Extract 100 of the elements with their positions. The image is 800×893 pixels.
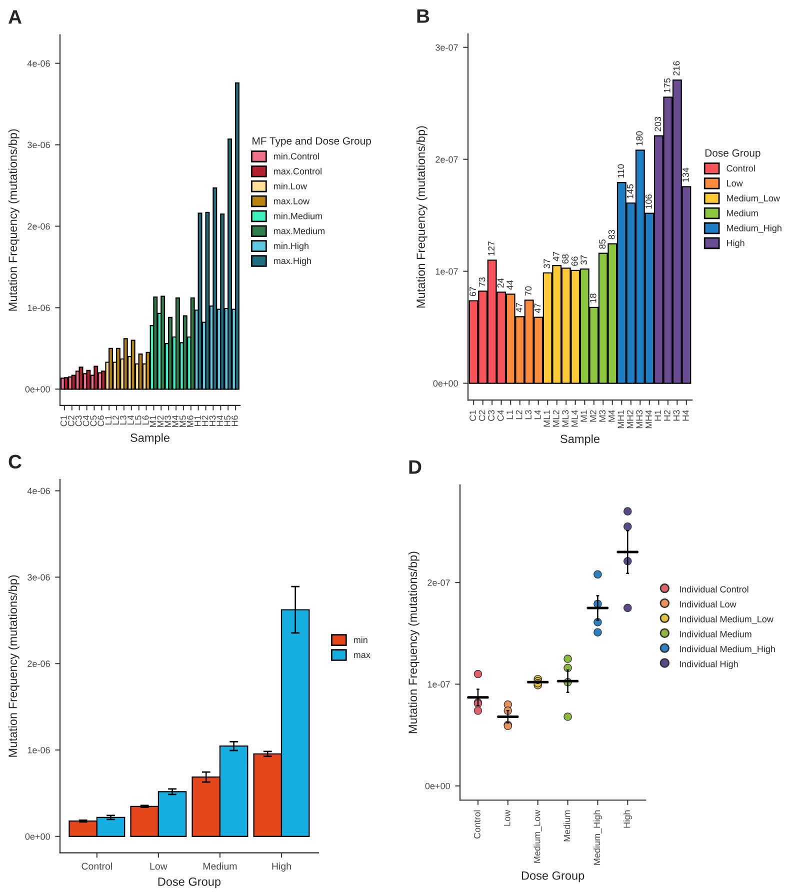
x-tick-label: H2 <box>664 410 670 421</box>
y-axis-title: Mutation Frequency (mutations/bp) <box>416 126 428 308</box>
annotation: 24 <box>497 278 504 288</box>
x-tick-label: MH1 <box>618 410 624 428</box>
annotation: 67 <box>470 286 476 296</box>
annotation: 37 <box>544 259 550 268</box>
x-tick-label: High <box>272 862 291 872</box>
annotation: 175 <box>664 78 670 92</box>
x-tick-label: H6 <box>232 416 238 426</box>
chart-title: C <box>8 454 22 469</box>
y-tick-label: 2e-07 <box>428 579 450 586</box>
y-tick-label: 0e+00 <box>425 782 450 790</box>
x-tick-label: C2 <box>68 416 74 426</box>
legend-label: Medium_Low <box>727 194 780 204</box>
x-tick-label: ML2 <box>552 410 560 427</box>
annotation: 145 <box>627 184 634 198</box>
annotation: 83 <box>608 230 615 240</box>
annotation: 44 <box>506 280 513 290</box>
x-tick-label: L6 <box>142 416 149 424</box>
legend-label: Low <box>727 180 743 186</box>
legend-label: max.Medium <box>274 228 324 234</box>
x-tick-label: C2 <box>478 410 486 421</box>
x-tick-label: M1 <box>150 416 156 427</box>
x-tick-label: H5 <box>224 416 231 426</box>
legend-label: Medium_High <box>727 224 782 234</box>
legend-title: MF Type and Dose Group <box>252 136 371 147</box>
x-tick-label: ML4 <box>571 410 578 427</box>
y-tick-label: 1e-07 <box>428 681 450 688</box>
x-tick-label: MH4 <box>646 410 652 428</box>
x-tick-label: C1 <box>470 410 476 421</box>
x-tick-label: Control <box>474 810 480 838</box>
annotation: 180 <box>636 131 643 146</box>
legend-label: min.High <box>274 242 308 251</box>
x-axis-title: Sample <box>130 433 170 444</box>
legend-label: min.Low <box>274 182 308 190</box>
y-axis-title: Mutation Frequency (mutations/bp) <box>8 575 20 757</box>
x-tick-label: ML3 <box>562 410 569 427</box>
x-tick-label: C1 <box>60 416 67 426</box>
y-tick-label: 4e-06 <box>27 488 50 494</box>
x-tick-label: H4 <box>216 415 223 426</box>
y-axis-title: Mutation Frequency (mutations/bp) <box>8 129 20 311</box>
legend-label: min.Control <box>274 152 319 160</box>
x-tick-label: Medium_High <box>593 810 602 865</box>
x-tick-label: Low <box>504 810 510 826</box>
legend-label: Control <box>726 164 755 172</box>
y-tick-label: 0e+00 <box>25 833 50 840</box>
x-tick-label: L3 <box>525 410 532 420</box>
legend-label: min <box>354 636 368 644</box>
annotation: 134 <box>682 168 689 182</box>
x-tick-label: H3 <box>209 416 216 426</box>
x-axis-title: Dose Group <box>158 877 221 888</box>
y-tick-label: 3e-07 <box>436 44 458 51</box>
annotation: 73 <box>478 277 486 287</box>
chart-title: B <box>417 9 430 23</box>
x-tick-label: H4 <box>682 410 689 421</box>
legend-label: Individual Medium_High <box>680 646 775 654</box>
annotation: 127 <box>488 241 494 256</box>
x-tick-label: ML1 <box>544 410 550 427</box>
x-tick-label: Control <box>82 862 112 870</box>
x-tick-label: H2 <box>202 416 208 426</box>
x-tick-label: MH3 <box>636 410 643 428</box>
annotation: 85 <box>599 239 606 249</box>
x-tick-label: M2 <box>157 416 164 427</box>
legend-label: Medium <box>727 210 758 216</box>
x-tick-label: C4 <box>82 415 90 426</box>
annotation: 106 <box>645 194 652 208</box>
x-axis-title: Dose Group <box>522 871 584 882</box>
legend-label: Individual Low <box>680 600 736 608</box>
x-tick-label: High <box>623 810 632 828</box>
y-tick-label: 3e-06 <box>28 574 50 581</box>
x-tick-label: C6 <box>98 416 104 426</box>
annotation: 216 <box>673 61 680 76</box>
x-tick-label: C5 <box>90 416 97 426</box>
y-tick-label: 3e-06 <box>28 142 50 148</box>
annotation: 37 <box>580 255 588 265</box>
x-tick-label: MH2 <box>626 410 634 428</box>
x-tick-label: L1 <box>105 416 112 424</box>
x-tick-label: Medium <box>564 810 570 842</box>
x-tick-label: Low <box>150 862 168 870</box>
y-tick-label: 2e-06 <box>28 223 50 230</box>
annotation: 203 <box>654 116 662 132</box>
x-tick-label: Medium <box>203 862 237 870</box>
y-tick-label: 0e+00 <box>433 380 458 387</box>
x-tick-label: C4 <box>497 410 504 421</box>
x-tick-label: M2 <box>590 410 596 422</box>
annotation: 47 <box>552 252 560 262</box>
x-tick-label: M3 <box>599 410 606 422</box>
chart-title: D <box>409 460 422 474</box>
y-tick-label: 2e-06 <box>28 660 50 667</box>
x-tick-label: L2 <box>516 410 522 420</box>
x-tick-label: M6 <box>186 416 194 427</box>
annotation: 18 <box>590 294 596 303</box>
x-tick-label: C3 <box>75 416 82 426</box>
legend-label: max.Low <box>274 198 310 204</box>
annotation: 68 <box>562 254 569 264</box>
y-axis-title: Mutation Frequency (mutations/bp) <box>408 552 420 734</box>
x-tick-label: C3 <box>488 410 494 421</box>
legend-label: Individual Control <box>680 586 748 592</box>
y-tick-label: 1e-06 <box>28 304 50 312</box>
legend-label: max.High <box>274 257 311 266</box>
